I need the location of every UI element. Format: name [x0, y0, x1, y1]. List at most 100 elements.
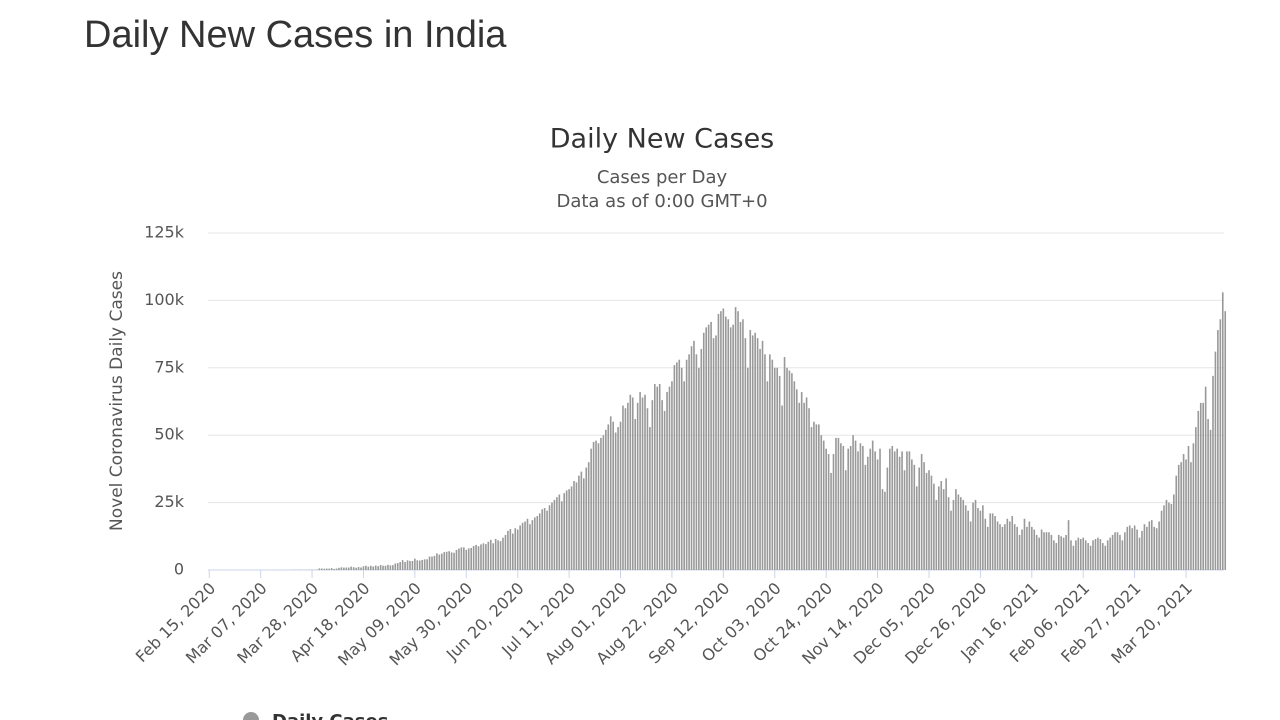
bar	[617, 427, 619, 570]
bar	[1119, 534, 1121, 570]
bar	[712, 338, 715, 570]
bar	[744, 338, 747, 570]
bar	[653, 383, 656, 570]
bar	[323, 568, 326, 570]
bar	[791, 373, 793, 570]
bar	[734, 307, 737, 570]
bar	[982, 505, 984, 570]
bar	[683, 381, 685, 570]
bar	[453, 552, 455, 570]
bar	[1173, 494, 1175, 570]
bar	[379, 565, 382, 570]
bar	[352, 567, 355, 570]
bar	[1006, 518, 1009, 570]
bar	[609, 416, 612, 570]
bar	[737, 311, 739, 570]
bar	[803, 402, 805, 570]
bar	[514, 528, 517, 570]
bar	[1160, 510, 1163, 570]
bar	[967, 510, 969, 570]
bar	[827, 454, 830, 570]
bar	[1011, 516, 1014, 570]
bar	[585, 467, 588, 570]
bar	[595, 440, 597, 570]
bar	[1097, 537, 1099, 570]
bar	[930, 475, 933, 570]
bar	[1170, 503, 1173, 570]
bar	[1146, 526, 1148, 570]
bar	[636, 402, 639, 570]
bar	[800, 392, 803, 570]
bar	[996, 521, 999, 570]
bar	[889, 448, 891, 570]
bar	[1035, 534, 1038, 570]
bar	[582, 478, 585, 570]
bar	[869, 448, 872, 570]
bar	[700, 348, 703, 570]
bar	[433, 555, 436, 570]
bar	[612, 421, 614, 570]
bar	[952, 499, 955, 570]
bar	[477, 546, 480, 570]
bar	[778, 375, 781, 570]
bar	[933, 483, 935, 570]
bar	[624, 408, 627, 570]
bar	[350, 566, 353, 570]
bar	[487, 541, 490, 570]
bar	[367, 566, 370, 570]
bar	[521, 522, 524, 570]
bar	[844, 470, 847, 570]
bar	[605, 429, 607, 570]
bar	[338, 567, 340, 570]
bar	[942, 489, 945, 570]
bar	[859, 443, 862, 570]
bar	[389, 565, 392, 570]
bar	[693, 340, 695, 570]
bar	[1026, 526, 1028, 570]
bar	[534, 517, 536, 570]
bar	[1023, 518, 1026, 570]
bar	[529, 524, 531, 570]
bar	[639, 392, 641, 570]
bar	[960, 497, 962, 570]
bar	[531, 520, 534, 570]
bar	[788, 370, 791, 570]
bar	[830, 472, 832, 570]
bar	[1094, 538, 1097, 570]
bar	[822, 440, 825, 570]
bar	[377, 566, 379, 570]
bar	[947, 497, 950, 570]
bar	[1070, 540, 1072, 570]
bar	[893, 451, 896, 570]
bar	[330, 568, 333, 570]
bar	[1072, 545, 1075, 570]
bar	[1001, 526, 1004, 570]
bar	[1079, 538, 1082, 570]
bar	[928, 470, 930, 570]
bar	[597, 443, 600, 570]
bar	[1065, 534, 1067, 570]
bar	[1185, 459, 1187, 570]
bar	[876, 459, 879, 570]
bar	[825, 448, 827, 570]
chart-subtitle: Cases per Day	[597, 167, 728, 188]
bar	[671, 381, 673, 570]
bar	[950, 510, 952, 570]
bar	[1018, 534, 1021, 570]
bar	[1163, 505, 1165, 570]
bar	[1067, 520, 1070, 570]
bar	[925, 472, 928, 570]
bar	[1190, 462, 1192, 570]
bar	[485, 544, 487, 570]
bar	[923, 462, 925, 570]
bar	[798, 402, 801, 570]
bar	[1121, 540, 1124, 570]
bar	[411, 560, 414, 570]
bar	[333, 568, 335, 570]
bar	[458, 548, 460, 570]
bar	[663, 410, 666, 570]
bar	[710, 321, 712, 570]
bar	[935, 499, 938, 570]
bar	[482, 543, 485, 570]
